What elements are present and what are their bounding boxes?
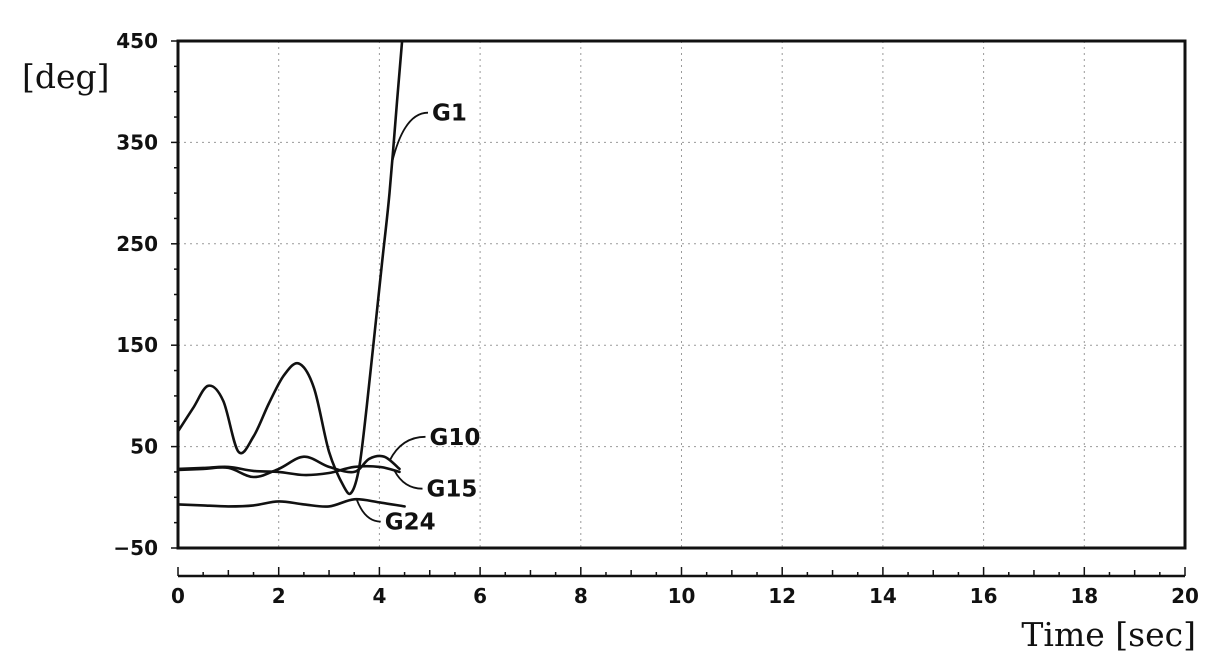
x-tick-label: 0 bbox=[171, 584, 185, 608]
x-tick-label: 14 bbox=[869, 584, 897, 608]
series-label-g15: G15 bbox=[427, 477, 478, 503]
y-tick-label: 450 bbox=[116, 29, 158, 53]
x-tick-label: 18 bbox=[1070, 584, 1098, 608]
x-axis: 0 2 4 6 8 10 12 14 16 18 20 bbox=[171, 567, 1199, 608]
x-tick-label: 12 bbox=[768, 584, 796, 608]
y-tick-label: 250 bbox=[116, 232, 158, 256]
series-label-g1: G1 bbox=[432, 101, 467, 127]
series-labels: G1 G10 G15 G24 bbox=[385, 101, 481, 536]
x-tick-label: 10 bbox=[668, 584, 696, 608]
y-tick-label: −50 bbox=[113, 536, 158, 560]
y-axis-ticks: −50 50 150 250 350 450 bbox=[113, 29, 178, 560]
label-leaders bbox=[355, 111, 429, 523]
y-tick-label: 50 bbox=[130, 435, 158, 459]
y-axis-title: [deg] bbox=[22, 57, 110, 96]
series-line-g1 bbox=[176, 39, 404, 496]
x-tick-label: 4 bbox=[372, 584, 386, 608]
x-tick-label: 20 bbox=[1171, 584, 1199, 608]
leader-g1 bbox=[391, 111, 429, 163]
x-axis-title: Time [sec] bbox=[1021, 615, 1196, 654]
series-line-g15 bbox=[176, 464, 401, 477]
x-tick-label: 2 bbox=[272, 584, 286, 608]
leader-g15 bbox=[393, 470, 423, 490]
leader-g10 bbox=[388, 435, 426, 462]
x-tick-label: 8 bbox=[574, 584, 588, 608]
y-tick-label: 150 bbox=[116, 333, 158, 357]
x-tick-label: 16 bbox=[970, 584, 998, 608]
series-curves bbox=[176, 39, 406, 508]
series-label-g24: G24 bbox=[385, 510, 436, 536]
y-tick-label: 350 bbox=[116, 130, 158, 154]
series-label-g10: G10 bbox=[429, 425, 480, 451]
series-line-g24 bbox=[176, 497, 406, 508]
leader-g24 bbox=[355, 499, 381, 523]
x-tick-label: 6 bbox=[473, 584, 487, 608]
